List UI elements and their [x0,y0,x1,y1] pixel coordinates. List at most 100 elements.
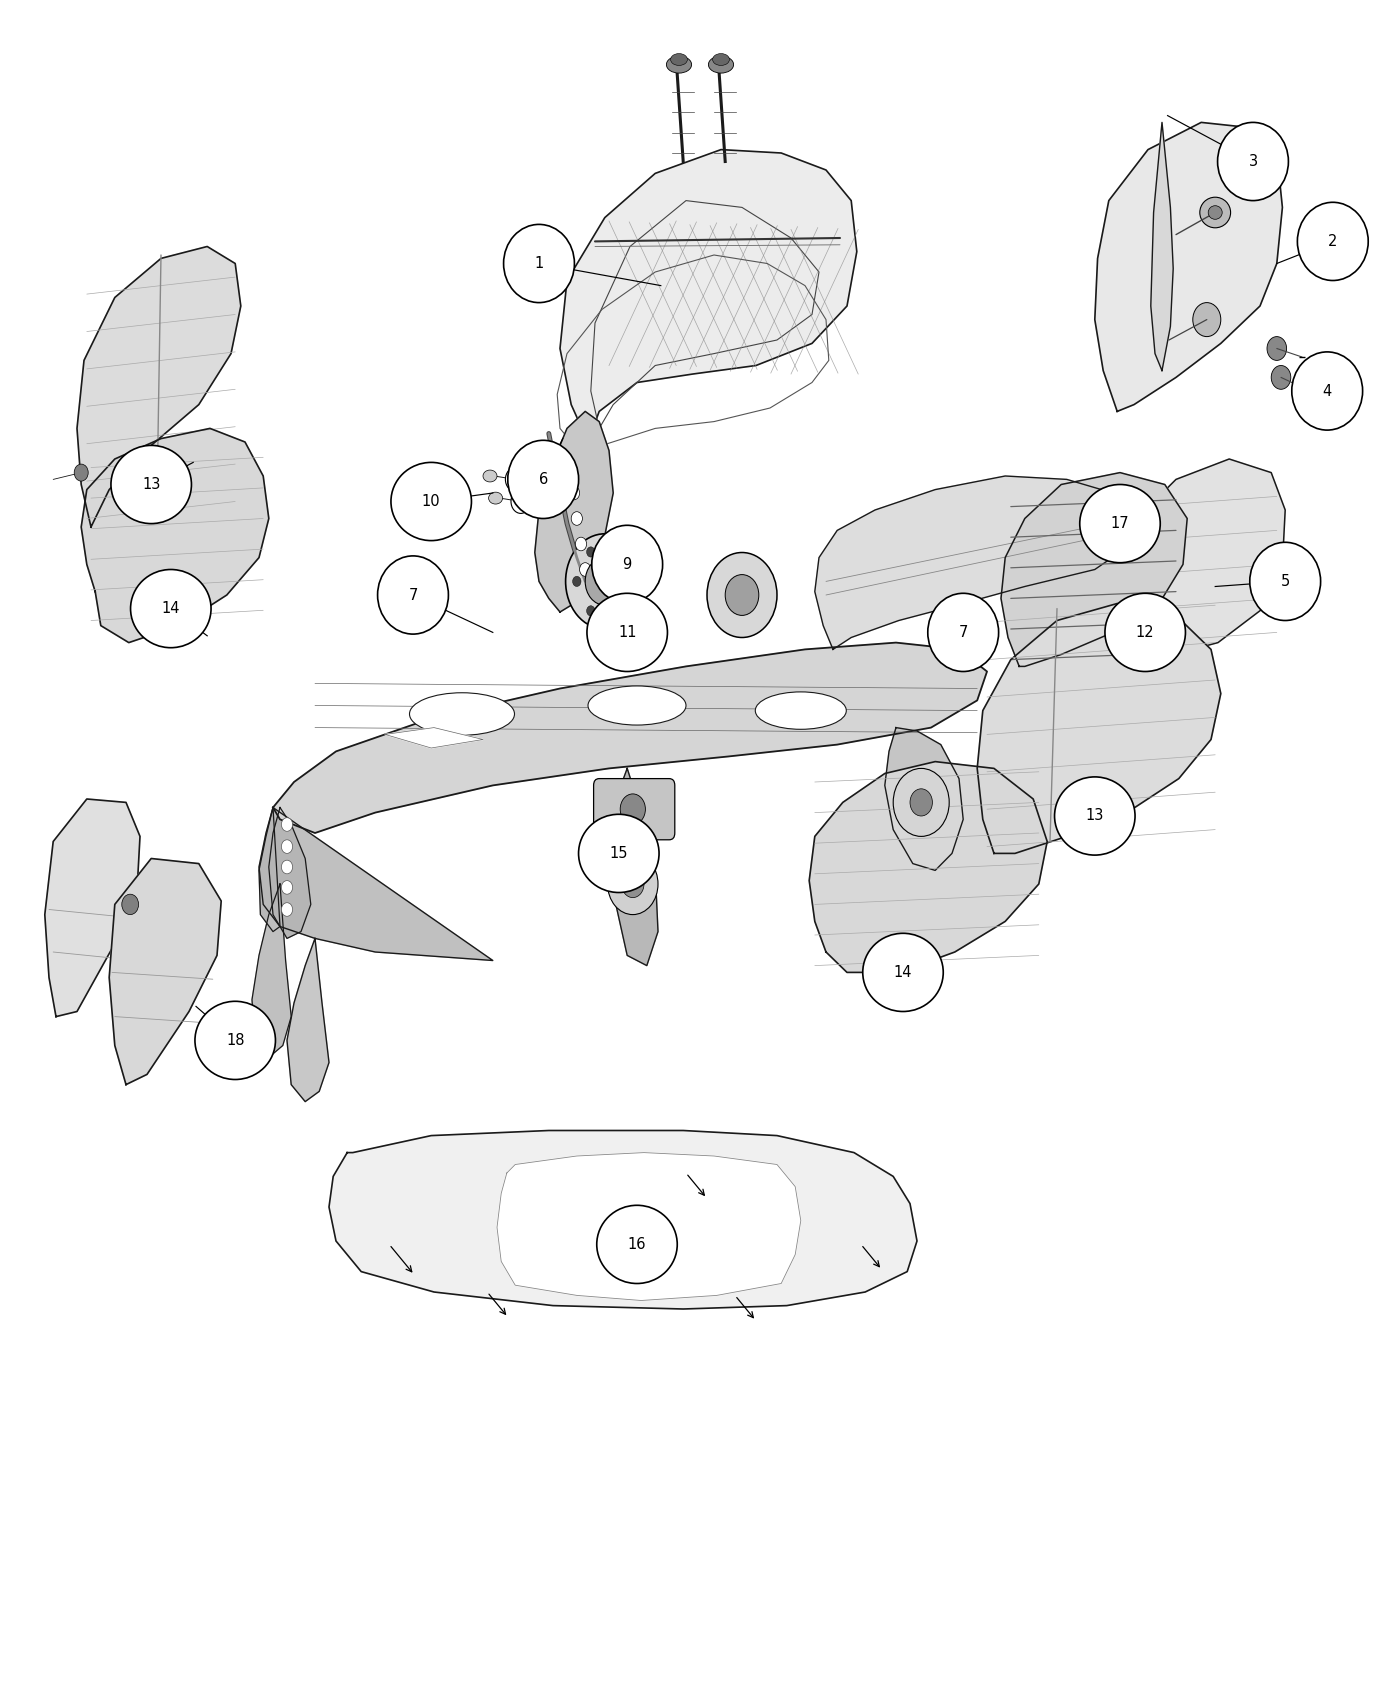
Polygon shape [273,643,987,833]
Ellipse shape [1292,352,1362,430]
Polygon shape [815,476,1134,649]
Text: 6: 6 [539,473,547,486]
Text: 16: 16 [627,1238,647,1251]
Polygon shape [560,150,857,442]
Circle shape [122,894,139,915]
Polygon shape [269,808,311,938]
Ellipse shape [508,440,578,518]
Ellipse shape [1218,122,1288,201]
Polygon shape [252,884,291,1057]
Circle shape [281,860,293,874]
Circle shape [281,903,293,916]
Text: 4: 4 [1323,384,1331,398]
Ellipse shape [666,56,692,73]
Circle shape [893,768,949,836]
Ellipse shape [588,687,686,726]
Polygon shape [45,799,140,1017]
Circle shape [573,576,581,586]
Ellipse shape [1250,542,1320,620]
Circle shape [505,468,525,491]
Ellipse shape [1054,777,1135,855]
Polygon shape [1001,473,1187,666]
Polygon shape [329,1130,917,1309]
Text: 13: 13 [1085,809,1105,823]
Circle shape [1193,303,1221,337]
Polygon shape [109,858,221,1085]
Ellipse shape [596,1205,678,1284]
Text: 2: 2 [1329,235,1337,248]
Circle shape [568,486,580,500]
Circle shape [585,558,624,605]
Circle shape [1271,366,1291,389]
Ellipse shape [391,462,472,541]
Ellipse shape [1298,202,1368,280]
Circle shape [587,605,595,615]
Circle shape [566,534,644,629]
Polygon shape [609,768,658,966]
Ellipse shape [1079,484,1161,563]
Ellipse shape [578,814,659,892]
Circle shape [580,563,591,576]
Ellipse shape [1208,206,1222,219]
Text: 7: 7 [409,588,417,602]
Circle shape [725,575,759,615]
Text: 17: 17 [1110,517,1130,530]
Circle shape [281,840,293,853]
Ellipse shape [756,692,846,729]
Ellipse shape [504,224,574,303]
Polygon shape [287,938,329,1102]
Circle shape [622,870,644,898]
Polygon shape [77,246,241,527]
Circle shape [615,547,623,558]
Polygon shape [885,728,963,870]
Polygon shape [259,808,493,960]
Ellipse shape [708,56,734,73]
Polygon shape [1131,459,1285,654]
Ellipse shape [130,570,211,648]
Circle shape [620,794,645,824]
Circle shape [910,789,932,816]
Ellipse shape [587,593,668,672]
Circle shape [571,512,582,525]
Circle shape [608,853,658,915]
Ellipse shape [592,525,662,603]
Text: 12: 12 [1135,626,1155,639]
Polygon shape [385,728,483,748]
Circle shape [74,464,88,481]
Circle shape [1123,513,1140,534]
Polygon shape [497,1153,801,1300]
Circle shape [615,605,623,615]
Ellipse shape [111,445,192,524]
Ellipse shape [1303,359,1334,389]
Text: 7: 7 [959,626,967,639]
Circle shape [587,547,595,558]
Circle shape [511,490,531,513]
Circle shape [575,537,587,551]
Ellipse shape [483,471,497,483]
Text: 15: 15 [609,847,629,860]
Polygon shape [977,604,1221,853]
Polygon shape [259,808,280,932]
Polygon shape [809,762,1047,972]
Ellipse shape [1200,197,1231,228]
Polygon shape [1151,122,1173,371]
Ellipse shape [195,1001,276,1080]
Ellipse shape [378,556,448,634]
Polygon shape [535,411,613,612]
Ellipse shape [928,593,998,672]
Polygon shape [1095,122,1282,411]
Ellipse shape [713,54,729,66]
Ellipse shape [409,694,515,736]
Text: 14: 14 [893,966,913,979]
Circle shape [629,576,637,586]
Ellipse shape [671,54,687,66]
Ellipse shape [1105,593,1186,672]
Polygon shape [81,428,269,643]
Circle shape [1267,337,1287,360]
Ellipse shape [862,933,944,1012]
Circle shape [281,881,293,894]
Text: 11: 11 [617,626,637,639]
Text: 5: 5 [1281,575,1289,588]
Text: 10: 10 [421,495,441,508]
Ellipse shape [489,493,503,505]
